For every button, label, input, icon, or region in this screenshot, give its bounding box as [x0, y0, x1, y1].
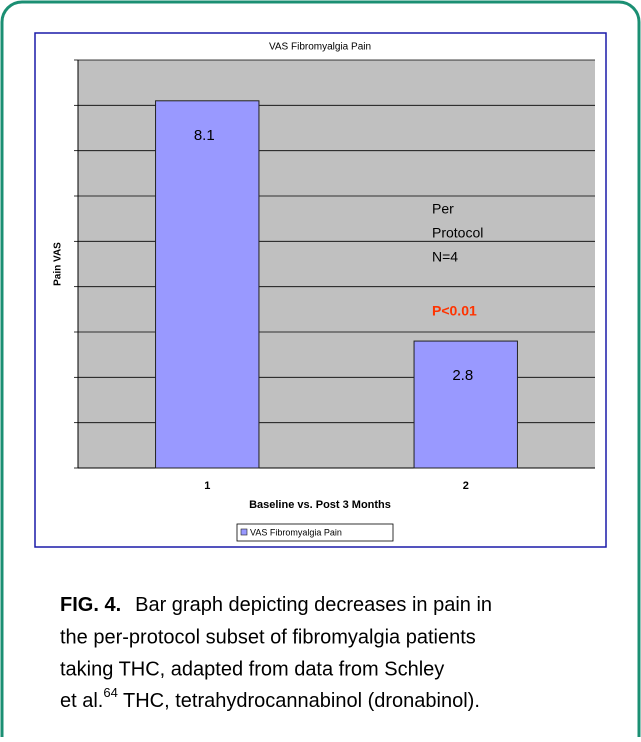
x-tick-label: 2	[463, 480, 469, 492]
bar	[155, 100, 260, 469]
caption-line: et al.64 THC, tetrahydrocannabinol (dron…	[60, 685, 480, 712]
value-label: 8.1	[194, 127, 215, 144]
y-axis-label: Pain VAS	[53, 242, 64, 286]
caption-text: Bar graph depicting decreases in pain in	[135, 594, 492, 616]
legend-box	[236, 523, 394, 542]
caption-text: THC, tetrahydrocannabinol (dronabinol).	[118, 690, 480, 712]
annotation: Per	[432, 201, 454, 217]
x-tick-label: 1	[204, 480, 210, 492]
caption-line: FIG. 4. Bar graph depicting decreases in …	[60, 594, 492, 616]
caption-label: FIG. 4.	[60, 594, 121, 616]
caption-superscript: 64	[103, 685, 117, 700]
annotation: Protocol	[432, 225, 483, 241]
caption-line: taking THC, adapted from data from Schle…	[60, 658, 444, 680]
bar	[413, 340, 518, 469]
x-axis-label: Baseline vs. Post 3 Months	[249, 499, 391, 511]
legend-label: VAS Fibromyalgia Pain	[250, 527, 342, 537]
caption-line: the per-protocol subset of fibromyalgia …	[60, 626, 476, 648]
caption-text: et al.	[60, 690, 103, 712]
legend-swatch	[240, 528, 248, 536]
significance: P<0.01	[432, 303, 477, 319]
value-label: 2.8	[452, 367, 473, 384]
chart-title: VAS Fibromyalgia Pain	[269, 42, 371, 53]
annotation: N=4	[432, 249, 458, 265]
